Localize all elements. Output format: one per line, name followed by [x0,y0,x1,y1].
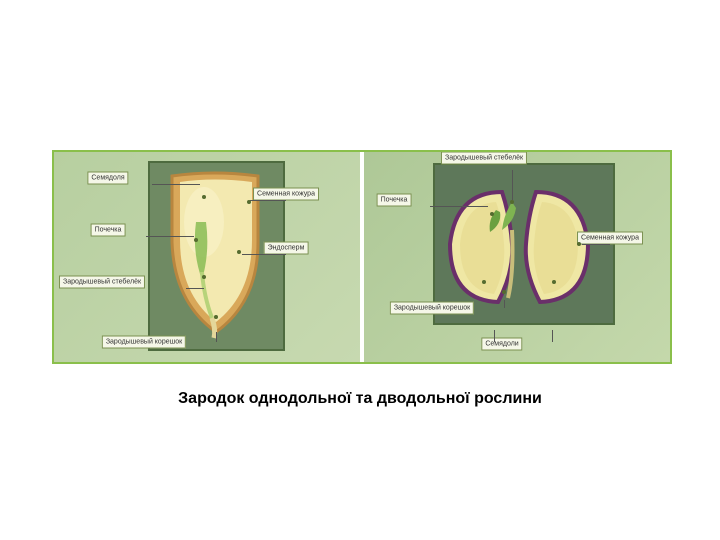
dicot-label: Почечка [377,194,412,207]
dicot-leader [494,330,495,342]
dicot-leader [512,170,513,200]
dicot-label: Семенная кожура [577,232,643,245]
monocot-label: Семядоля [87,172,128,185]
dicot-marker-dot [482,280,486,284]
dicot-panel: Зародышевый стебелёк Почечка Зародышевый к… [364,152,670,362]
monocot-leader [242,254,286,255]
monocot-marker-dot [214,315,218,319]
monocot-marker-dot [237,250,241,254]
dicot-leader [552,330,553,342]
dicot-label: Зародышевый корешок [390,302,474,315]
dicot-leader [504,300,505,308]
caption-text: Зародок однодольної та дводольної рослин… [178,390,542,407]
dicot-label: Зародышевый стебелёк [441,152,527,165]
monocot-label: Зародышевый стебелёк [59,276,145,289]
monocot-panel: Семядоля Почечка Зародышевый стебелёк Зарод… [54,152,360,362]
dicot-marker-dot [552,280,556,284]
caption: Зародок однодольної та дводольної рослин… [0,390,720,408]
monocot-marker-dot [247,200,251,204]
dicot-marker-dot [490,212,494,216]
dicot-leader [430,206,488,207]
monocot-marker-dot [202,195,206,199]
monocot-leader [216,332,217,342]
diagram-panels: СемядоляПочечкаЗародышевый стебелёкЗарод… [52,150,672,364]
monocot-leader [250,200,286,201]
dicot-marker-dot [510,200,514,204]
monocot-label: Эндосперм [264,242,309,255]
monocot-marker-dot [194,238,198,242]
dicot-label: Семядоли [481,338,522,351]
dicot-marker-dot [502,290,506,294]
monocot-leader [152,184,200,185]
monocot-label: Семенная кожура [253,188,319,201]
monocot-leader [186,288,204,289]
monocot-label: Почечка [91,224,126,237]
monocot-label: Зародышевый корешок [102,336,186,349]
monocot-leader [146,236,194,237]
dicot-leader [582,244,610,245]
dicot-marker-dot [577,242,581,246]
monocot-marker-dot [202,275,206,279]
dicot-illustration [364,152,670,362]
